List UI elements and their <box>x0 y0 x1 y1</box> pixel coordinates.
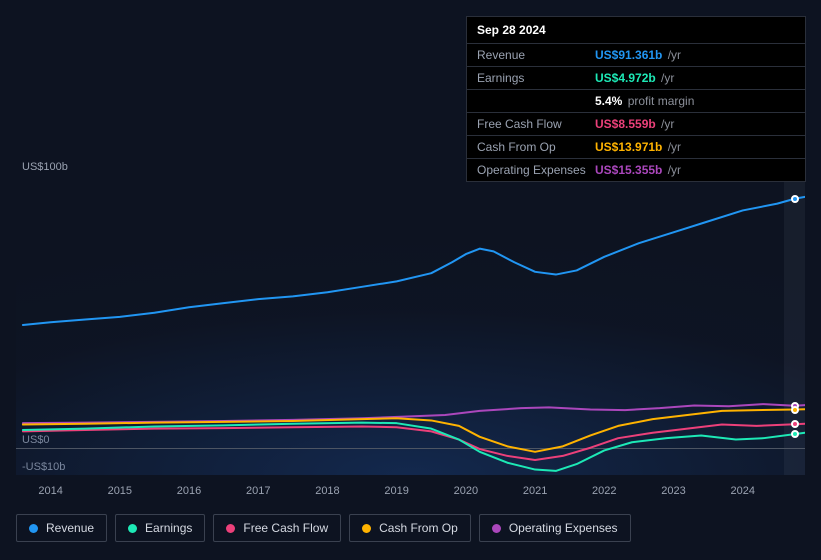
tooltip-row-extra: 5.4% profit margin <box>467 90 805 113</box>
tooltip-row: Cash From OpUS$13.971b /yr <box>467 136 805 159</box>
x-axis: 2014 2015 2016 2017 2018 2019 2020 2021 2022 2023… <box>16 485 805 501</box>
tooltip-row-value: US$8.559b <box>595 117 656 131</box>
tooltip-row-value: US$91.361b <box>595 48 662 62</box>
x-axis-tick: 2020 <box>454 485 478 497</box>
tooltip-row-label: Operating Expenses <box>477 163 595 177</box>
tooltip-row-suffix: /yr <box>658 117 675 131</box>
tooltip-row-value-wrap: US$13.971b /yr <box>595 140 681 154</box>
financials-chart-panel: Sep 28 2024 RevenueUS$91.361b /yrEarning… <box>0 0 821 560</box>
tooltip-row-suffix: /yr <box>664 48 681 62</box>
chart-tooltip: Sep 28 2024 RevenueUS$91.361b /yrEarning… <box>466 16 806 182</box>
tooltip-row-extra-bold: 5.4% <box>595 94 622 108</box>
legend-item-operating_expenses[interactable]: Operating Expenses <box>479 514 631 542</box>
tooltip-row-suffix: /yr <box>664 163 681 177</box>
x-axis-tick: 2019 <box>384 485 408 497</box>
series-end-marker-revenue <box>791 195 799 203</box>
legend-label: Operating Expenses <box>509 521 618 535</box>
tooltip-row-label <box>477 94 595 108</box>
series-end-marker-earnings <box>791 430 799 438</box>
y-axis-label: US$100b <box>22 161 68 173</box>
x-axis-tick: 2015 <box>108 485 132 497</box>
x-axis-tick: 2017 <box>246 485 270 497</box>
tooltip-row-value: US$15.355b <box>595 163 662 177</box>
legend-swatch <box>226 524 235 533</box>
tooltip-date: Sep 28 2024 <box>467 17 805 44</box>
chart-area: US$100bUS$0-US$10b 201420152016201720182… <box>16 160 805 540</box>
tooltip-row-suffix: /yr <box>658 71 675 85</box>
series-end-marker-free_cash_flow <box>791 420 799 428</box>
tooltip-row-label: Revenue <box>477 48 595 62</box>
x-axis-tick: 2021 <box>523 485 547 497</box>
series-line-free_cash_flow <box>23 424 805 460</box>
series-end-marker-cash_from_op <box>791 406 799 414</box>
tooltip-row: EarningsUS$4.972b /yr <box>467 67 805 90</box>
tooltip-row-extra-text: 5.4% profit margin <box>595 94 694 108</box>
legend: Revenue Earnings Free Cash Flow Cash From O… <box>16 514 631 542</box>
legend-item-revenue[interactable]: Revenue <box>16 514 107 542</box>
tooltip-row-extra-muted: profit margin <box>624 94 694 108</box>
tooltip-row-label: Cash From Op <box>477 140 595 154</box>
tooltip-row-value-wrap: US$91.361b /yr <box>595 48 681 62</box>
tooltip-row-label: Earnings <box>477 71 595 85</box>
legend-label: Cash From Op <box>379 521 458 535</box>
series-line-revenue <box>23 197 805 325</box>
x-axis-tick: 2016 <box>177 485 201 497</box>
legend-item-earnings[interactable]: Earnings <box>115 514 205 542</box>
x-axis-tick: 2023 <box>661 485 685 497</box>
legend-swatch <box>128 524 137 533</box>
legend-item-free_cash_flow[interactable]: Free Cash Flow <box>213 514 341 542</box>
plot-svg <box>16 175 805 475</box>
legend-label: Revenue <box>46 521 94 535</box>
legend-swatch <box>29 524 38 533</box>
tooltip-row-suffix: /yr <box>664 140 681 154</box>
tooltip-row-value-wrap: US$4.972b /yr <box>595 71 674 85</box>
x-axis-tick: 2024 <box>730 485 754 497</box>
tooltip-row-value: US$13.971b <box>595 140 662 154</box>
tooltip-row-value: US$4.972b <box>595 71 656 85</box>
x-axis-tick: 2014 <box>38 485 62 497</box>
tooltip-row: Operating ExpensesUS$15.355b /yr <box>467 159 805 181</box>
tooltip-row-value-wrap: US$15.355b /yr <box>595 163 681 177</box>
legend-label: Free Cash Flow <box>243 521 328 535</box>
tooltip-row: RevenueUS$91.361b /yr <box>467 44 805 67</box>
plot-region[interactable] <box>16 175 805 475</box>
legend-swatch <box>362 524 371 533</box>
legend-item-cash_from_op[interactable]: Cash From Op <box>349 514 471 542</box>
tooltip-row-value-wrap: US$8.559b /yr <box>595 117 674 131</box>
x-axis-tick: 2022 <box>592 485 616 497</box>
legend-swatch <box>492 524 501 533</box>
tooltip-row: Free Cash FlowUS$8.559b /yr <box>467 113 805 136</box>
tooltip-row-label: Free Cash Flow <box>477 117 595 131</box>
legend-label: Earnings <box>145 521 192 535</box>
x-axis-tick: 2018 <box>315 485 339 497</box>
